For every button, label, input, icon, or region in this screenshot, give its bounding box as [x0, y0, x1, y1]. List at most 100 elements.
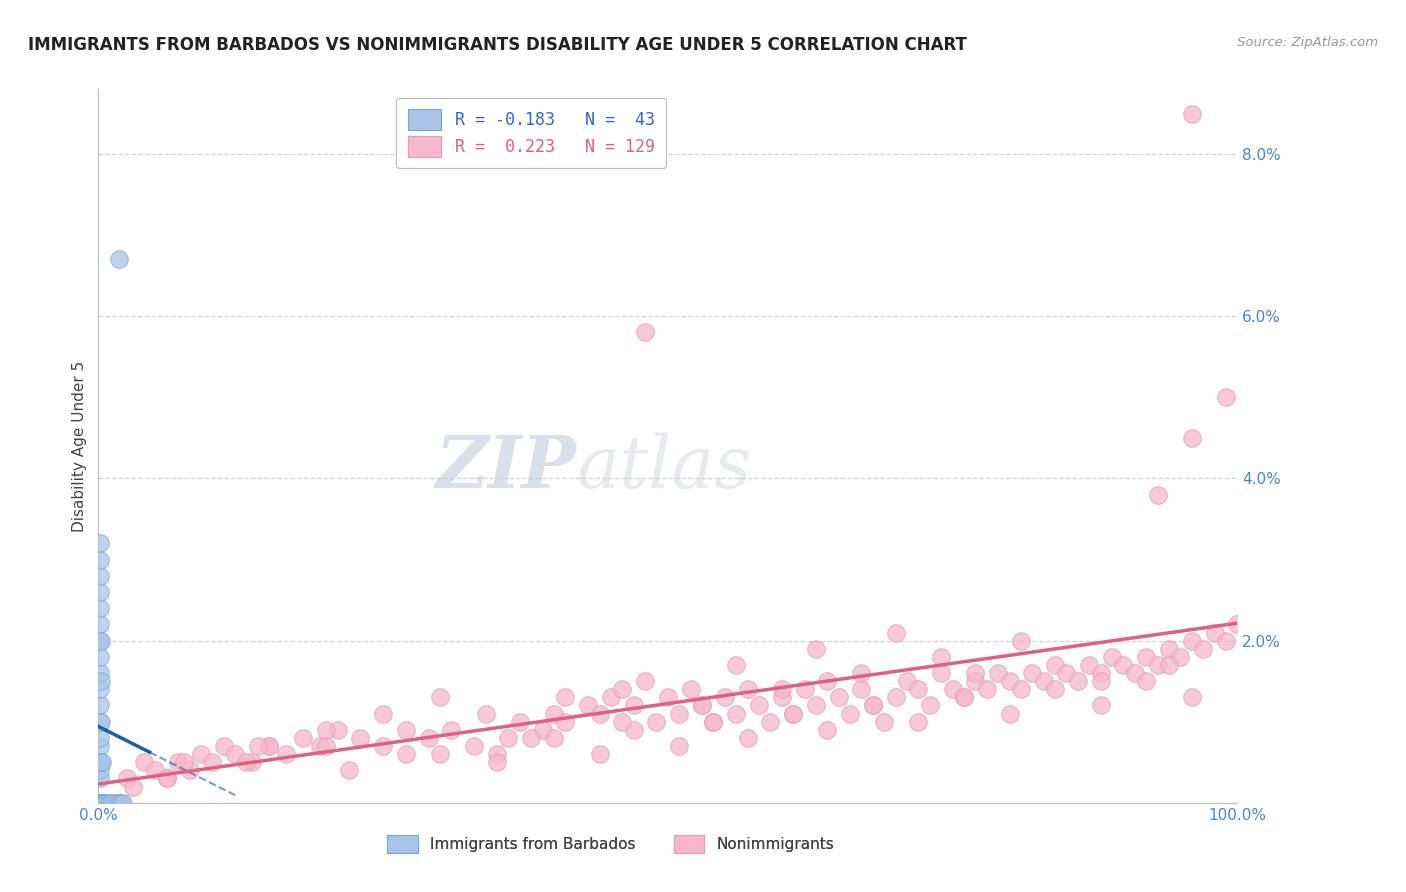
Point	[588, 706, 610, 721]
Point	[1090, 698, 1112, 713]
Point	[429, 747, 451, 761]
Point	[851, 666, 873, 681]
Point	[1043, 657, 1066, 672]
Point	[89, 633, 111, 648]
Point	[1181, 690, 1204, 705]
Point	[690, 698, 713, 713]
Point	[98, 796, 121, 810]
Point	[96, 796, 118, 810]
Point	[1157, 657, 1180, 672]
Point	[371, 706, 394, 721]
Point	[737, 731, 759, 745]
Point	[759, 714, 782, 729]
Point	[998, 706, 1021, 721]
Point	[965, 674, 987, 689]
Point	[259, 739, 281, 753]
Point	[828, 690, 851, 705]
Point	[1135, 674, 1157, 689]
Point	[108, 796, 131, 810]
Point	[1010, 682, 1032, 697]
Point	[1067, 674, 1090, 689]
Point	[531, 723, 554, 737]
Point	[89, 756, 111, 770]
Point	[1215, 390, 1237, 404]
Point	[509, 714, 531, 729]
Point	[634, 326, 657, 340]
Point	[156, 772, 179, 786]
Point	[486, 747, 509, 761]
Point	[108, 252, 131, 267]
Point	[259, 739, 281, 753]
Point	[315, 723, 337, 737]
Point	[1226, 617, 1249, 632]
Point	[90, 756, 112, 770]
Text: atlas: atlas	[576, 432, 752, 503]
Point	[201, 756, 224, 770]
Point	[156, 772, 179, 786]
Point	[1157, 641, 1180, 656]
Point	[576, 698, 599, 713]
Point	[429, 690, 451, 705]
Point	[89, 796, 111, 810]
Point	[94, 796, 117, 810]
Point	[1181, 431, 1204, 445]
Text: Source: ZipAtlas.com: Source: ZipAtlas.com	[1237, 36, 1378, 49]
Point	[240, 756, 263, 770]
Point	[929, 649, 952, 664]
Point	[224, 747, 246, 761]
Point	[91, 796, 114, 810]
Point	[1054, 666, 1078, 681]
Point	[326, 723, 349, 737]
Point	[89, 714, 111, 729]
Point	[89, 585, 111, 599]
Point	[815, 674, 838, 689]
Point	[998, 674, 1021, 689]
Point	[371, 739, 394, 753]
Point	[1021, 666, 1043, 681]
Point	[953, 690, 976, 705]
Point	[804, 641, 827, 656]
Point	[1032, 674, 1054, 689]
Point	[748, 698, 770, 713]
Point	[690, 698, 713, 713]
Point	[89, 649, 111, 664]
Point	[668, 706, 690, 721]
Point	[1090, 666, 1112, 681]
Point	[668, 739, 690, 753]
Point	[953, 690, 976, 705]
Point	[349, 731, 371, 745]
Point	[657, 690, 679, 705]
Point	[1101, 649, 1123, 664]
Point	[873, 714, 896, 729]
Point	[115, 772, 138, 786]
Point	[884, 625, 907, 640]
Point	[554, 714, 576, 729]
Point	[1215, 633, 1237, 648]
Point	[440, 723, 463, 737]
Point	[89, 739, 111, 753]
Point	[235, 756, 257, 770]
Point	[418, 731, 440, 745]
Point	[89, 617, 111, 632]
Point	[474, 706, 496, 721]
Point	[770, 682, 793, 697]
Point	[89, 666, 111, 681]
Point	[101, 796, 124, 810]
Point	[804, 698, 827, 713]
Point	[112, 796, 135, 810]
Point	[132, 756, 155, 770]
Point	[782, 706, 804, 721]
Point	[623, 698, 645, 713]
Point	[315, 739, 337, 753]
Point	[929, 666, 952, 681]
Point	[190, 747, 212, 761]
Point	[89, 796, 111, 810]
Point	[93, 796, 115, 810]
Point	[907, 682, 929, 697]
Point	[212, 739, 235, 753]
Point	[942, 682, 965, 697]
Point	[725, 706, 748, 721]
Point	[463, 739, 485, 753]
Point	[90, 674, 112, 689]
Point	[89, 682, 111, 697]
